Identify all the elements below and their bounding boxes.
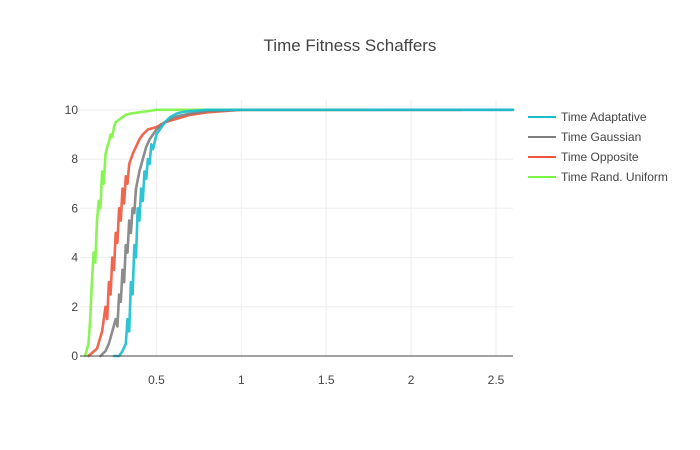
series-layer bbox=[83, 108, 515, 358]
y-tick-label: 10 bbox=[65, 103, 79, 117]
series-line-time-gaussian bbox=[99, 108, 515, 358]
x-tick-label: 0.5 bbox=[148, 373, 165, 387]
legend-label: Time Gaussian bbox=[561, 130, 641, 144]
x-tick-label: 1 bbox=[238, 373, 245, 387]
legend-label: Time Opposite bbox=[561, 150, 639, 164]
y-tick-label: 8 bbox=[71, 152, 78, 166]
legend-item[interactable]: Time Rand. Uniform bbox=[528, 170, 668, 184]
y-axis-tick-labels: 0 2 4 6 8 10 bbox=[65, 103, 79, 363]
legend-item[interactable]: Time Opposite bbox=[528, 150, 639, 164]
x-tick-label: 1.5 bbox=[318, 373, 335, 387]
legend-item[interactable]: Time Adaptative bbox=[528, 110, 647, 124]
chart-title: Time Fitness Schaffers bbox=[264, 36, 437, 55]
x-tick-label: 2.5 bbox=[488, 373, 505, 387]
legend-label: Time Adaptative bbox=[561, 110, 647, 124]
legend-item[interactable]: Time Gaussian bbox=[528, 130, 641, 144]
series-line-time-rand-uniform bbox=[83, 108, 376, 358]
legend[interactable]: Time Adaptative Time Gaussian Time Opposit… bbox=[528, 110, 668, 184]
x-tick-label: 2 bbox=[408, 373, 415, 387]
gridlines bbox=[80, 100, 513, 356]
y-tick-label: 4 bbox=[71, 251, 78, 265]
y-tick-label: 6 bbox=[71, 201, 78, 215]
legend-label: Time Rand. Uniform bbox=[561, 170, 668, 184]
series-line-time-opposite bbox=[87, 108, 464, 358]
series-line-time-adaptative bbox=[112, 108, 515, 358]
y-tick-label: 0 bbox=[71, 349, 78, 363]
y-tick-label: 2 bbox=[71, 300, 78, 314]
x-axis-tick-labels: 0.5 1 1.5 2 2.5 bbox=[148, 373, 505, 387]
